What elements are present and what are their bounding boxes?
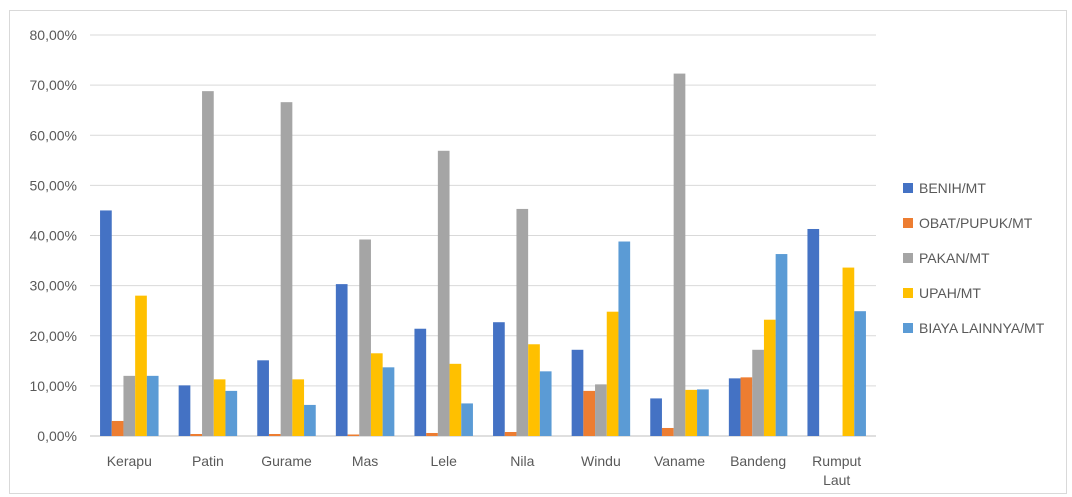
bar-biaya-lainnya-mt	[539, 371, 552, 436]
bar-obat-pupuk-mt	[111, 420, 124, 436]
legend-label: PAKAN/MT	[919, 250, 990, 266]
bar-benih-mt	[728, 378, 741, 436]
bar-obat-pupuk-mt	[661, 427, 674, 436]
y-tick-label: 40,00%	[30, 228, 77, 244]
y-tick-label: 0,00%	[37, 428, 77, 444]
bar-benih-mt	[100, 210, 112, 436]
y-tick-label: 60,00%	[30, 127, 77, 143]
y-tick-label: 10,00%	[30, 378, 77, 394]
bar-biaya-lainnya-mt	[775, 254, 788, 436]
bar-obat-pupuk-mt	[347, 434, 360, 436]
x-tick-label: Windu	[581, 453, 621, 469]
bar-benih-mt	[414, 328, 427, 436]
y-tick-label: 70,00%	[30, 77, 77, 93]
bar-biaya-lainnya-mt	[461, 403, 473, 436]
bar-obat-pupuk-mt	[426, 432, 438, 436]
bar-pakan-mt	[516, 208, 529, 436]
y-tick-label: 50,00%	[30, 177, 77, 193]
bar-biaya-lainnya-mt	[618, 241, 631, 436]
bar-obat-pupuk-mt	[190, 433, 203, 436]
bar-pakan-mt	[280, 102, 293, 436]
x-tick-label: Mas	[352, 453, 378, 469]
legend-swatch	[903, 253, 913, 263]
y-tick-label: 20,00%	[30, 328, 77, 344]
bar-upah-mt	[763, 319, 776, 436]
bar-benih-mt	[571, 349, 584, 436]
bar-upah-mt	[842, 267, 855, 436]
legend-swatch	[903, 183, 913, 193]
bar-obat-pupuk-mt	[504, 431, 517, 436]
bar-biaya-lainnya-mt	[304, 404, 316, 436]
bar-upah-mt	[370, 353, 383, 436]
bar-obat-pupuk-mt	[583, 390, 596, 436]
x-tick-label: Gurame	[261, 453, 312, 469]
bar-upah-mt	[213, 379, 226, 436]
bar-pakan-mt	[752, 349, 764, 436]
bar-upah-mt	[292, 379, 305, 436]
bar-biaya-lainnya-mt	[382, 367, 395, 436]
bar-benih-mt	[178, 385, 191, 436]
legend-label: OBAT/PUPUK/MT	[919, 215, 1033, 231]
bar-upah-mt	[606, 311, 619, 436]
bar-pakan-mt	[595, 384, 607, 436]
x-tick-label: Kerapu	[107, 453, 152, 469]
x-tick-label: Patin	[192, 453, 224, 469]
legend-label: BIAYA LAINNYA/MT	[919, 320, 1045, 336]
x-tick-label: Laut	[823, 472, 850, 488]
bar-benih-mt	[493, 322, 505, 436]
legend-swatch	[903, 288, 913, 298]
bar-benih-mt	[335, 284, 348, 436]
bar-benih-mt	[257, 360, 269, 436]
bar-biaya-lainnya-mt	[146, 375, 159, 436]
legend-swatch	[903, 218, 913, 228]
bar-pakan-mt	[123, 375, 136, 436]
bar-upah-mt	[449, 363, 462, 436]
bar-pakan-mt	[359, 239, 371, 436]
y-tick-label: 80,00%	[30, 27, 77, 43]
bar-benih-mt	[650, 398, 662, 436]
bar-obat-pupuk-mt	[268, 433, 281, 436]
legend-label: BENIH/MT	[919, 180, 986, 196]
bar-upah-mt	[685, 389, 698, 436]
bar-pakan-mt	[673, 73, 686, 436]
bar-benih-mt	[807, 228, 820, 436]
x-tick-label: Lele	[430, 453, 457, 469]
legend-swatch	[903, 323, 913, 333]
x-tick-label: Bandeng	[730, 453, 786, 469]
bar-biaya-lainnya-mt	[697, 389, 709, 436]
bar-pakan-mt	[202, 91, 214, 436]
bar-pakan-mt	[437, 150, 450, 436]
bar-obat-pupuk-mt	[740, 377, 753, 436]
bar-biaya-lainnya-mt	[854, 311, 866, 436]
x-tick-label: Vaname	[654, 453, 705, 469]
bar-upah-mt	[528, 344, 540, 436]
y-tick-label: 30,00%	[30, 278, 77, 294]
legend-label: UPAH/MT	[919, 285, 981, 301]
bar-biaya-lainnya-mt	[225, 390, 238, 436]
x-tick-label: Nila	[510, 453, 534, 469]
x-tick-label: Rumput	[812, 453, 861, 469]
bar-upah-mt	[135, 295, 147, 436]
